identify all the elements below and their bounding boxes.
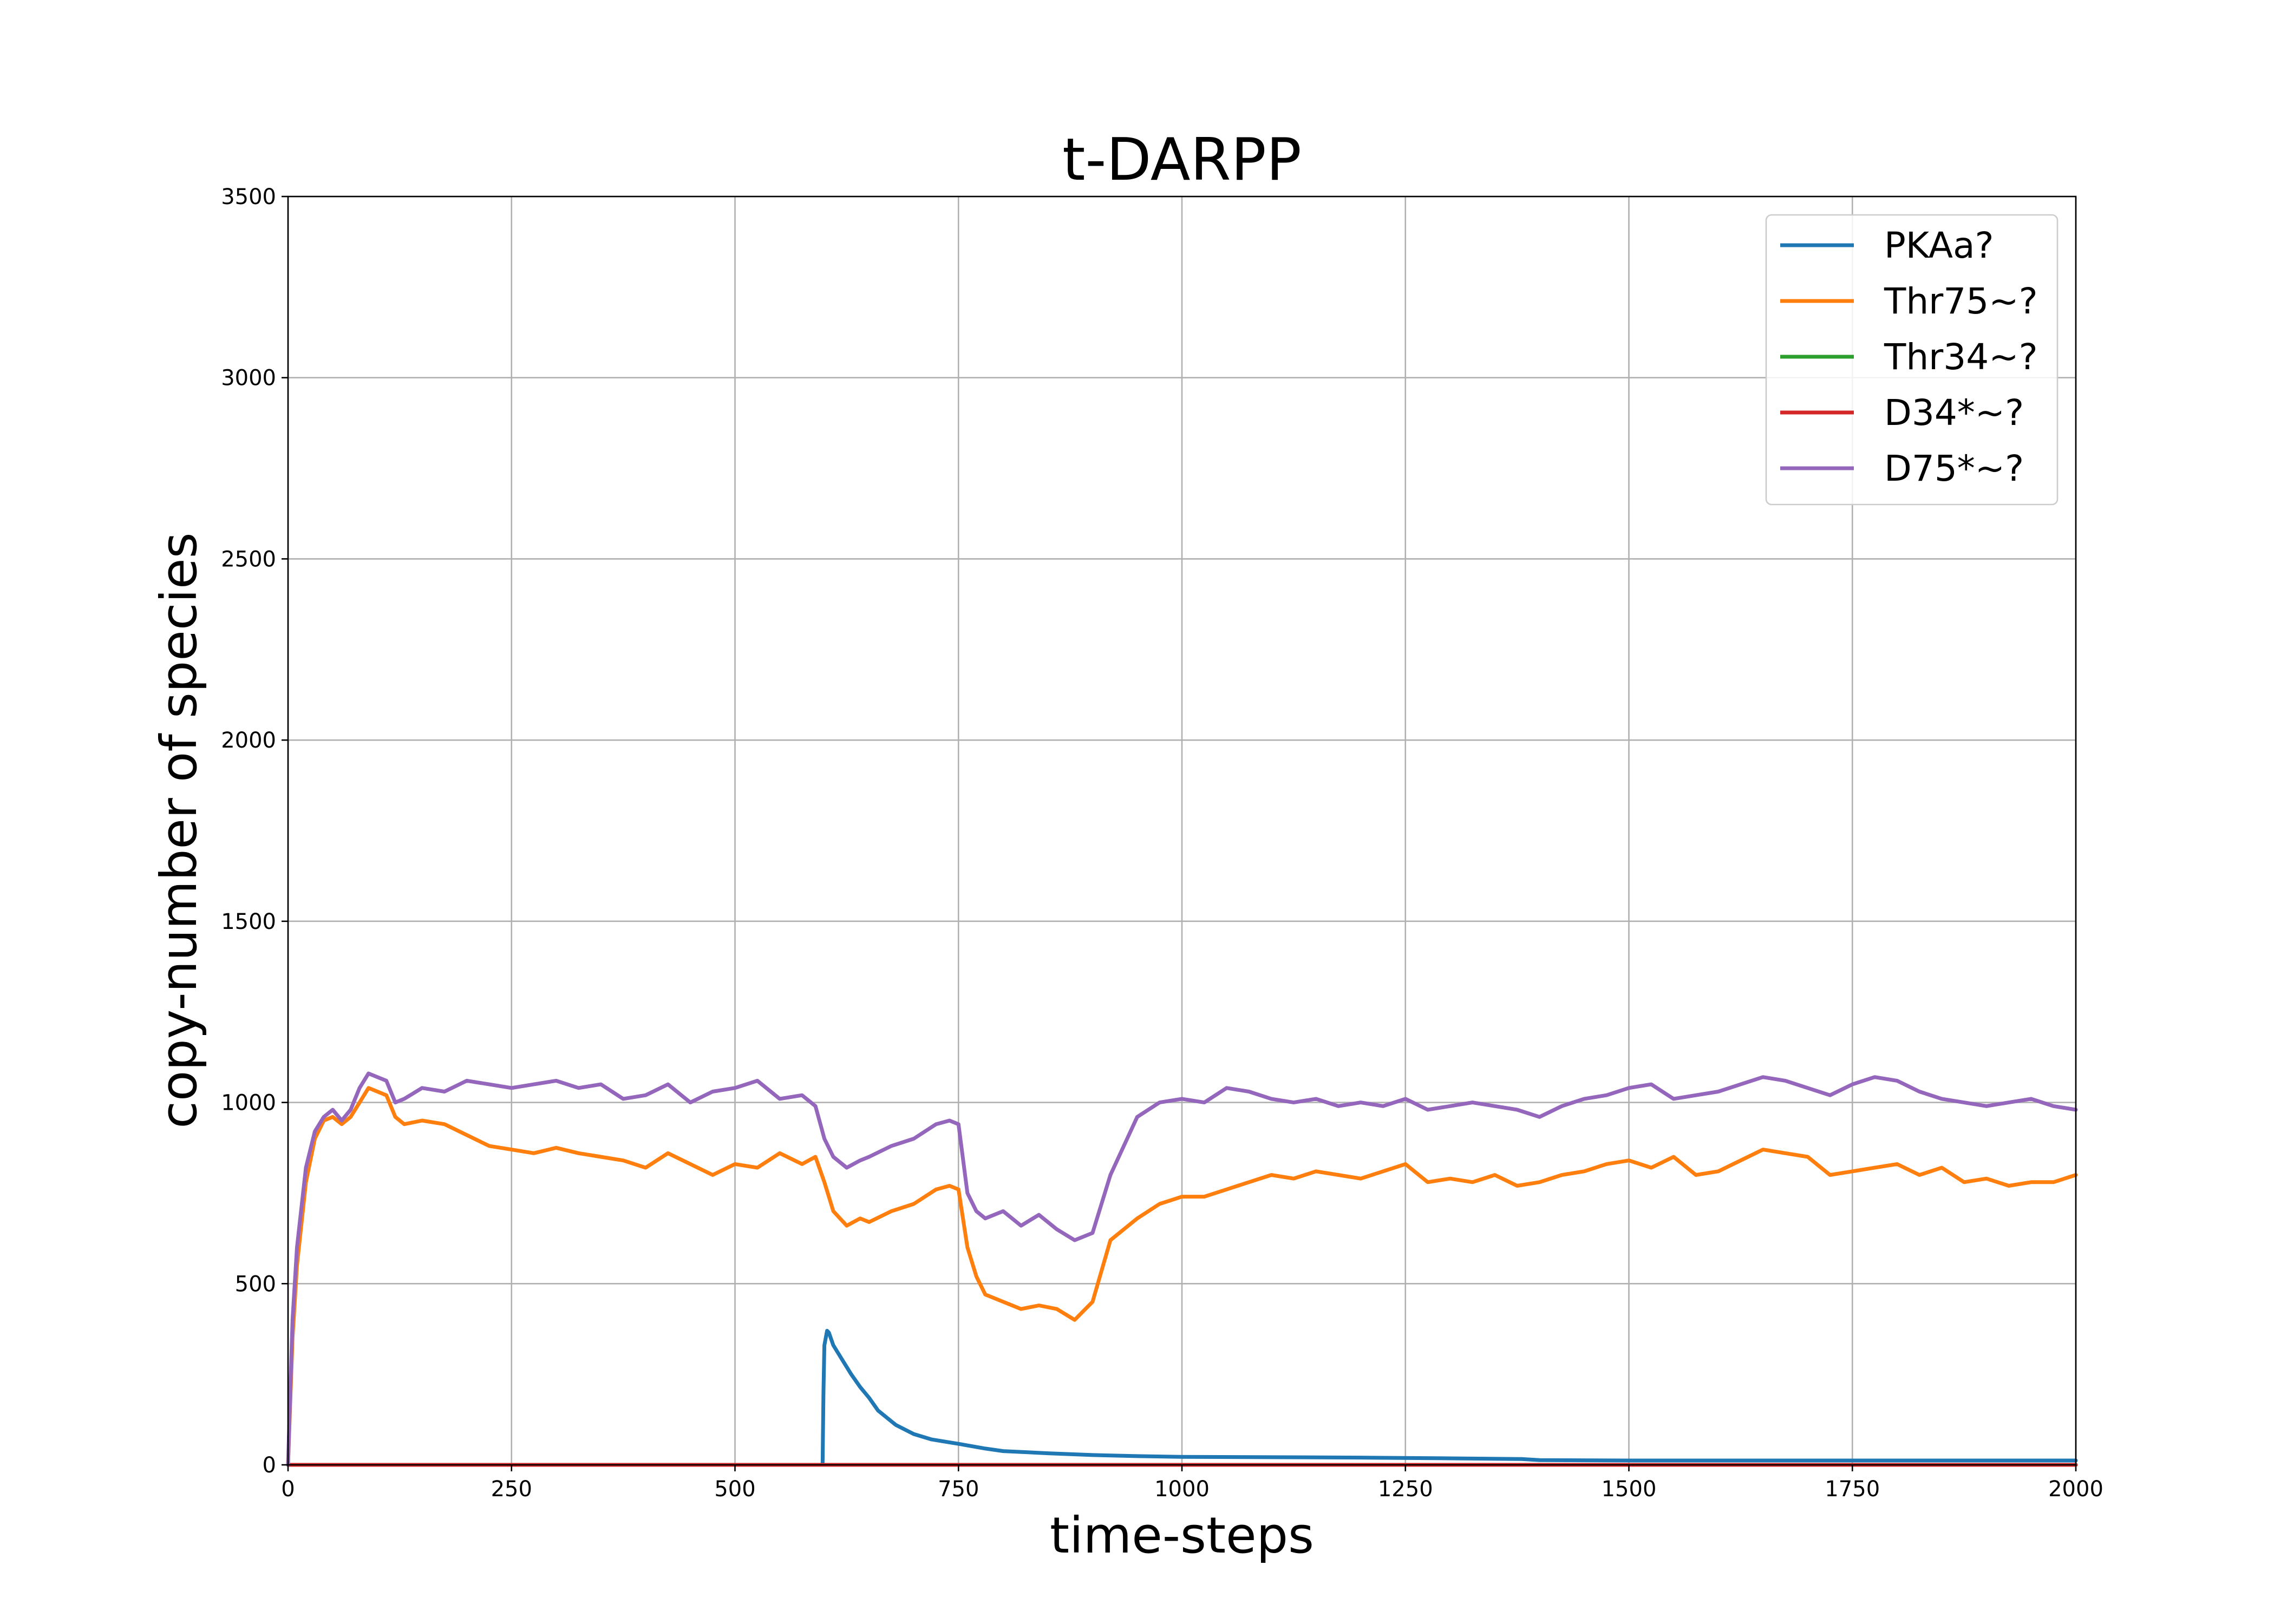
y-tick-label: 3500 (221, 185, 276, 209)
legend: PKAa? Thr75~? Thr34~? D34*~? D75*~? (1765, 214, 2059, 506)
y-tick-label: 3000 (221, 366, 276, 391)
legend-label: Thr75~? (1884, 280, 2038, 322)
x-tick-label: 500 (714, 1477, 755, 1502)
y-tick-label: 2500 (221, 547, 276, 572)
y-axis-label: copy-number of species (150, 532, 208, 1128)
y-tick-label: 1000 (221, 1091, 276, 1116)
y-tick-label: 1500 (221, 909, 276, 934)
x-tick-label: 750 (938, 1477, 979, 1502)
chart-title: t-DARPP (1062, 126, 1302, 194)
legend-label: Thr34~? (1884, 336, 2038, 378)
legend-label: PKAa? (1884, 225, 1994, 266)
y-tick-label: 2000 (221, 728, 276, 753)
x-tick-label: 1750 (1825, 1477, 1880, 1502)
x-axis-label: time-steps (1050, 1507, 1314, 1564)
y-tick-label: 0 (263, 1453, 276, 1478)
x-tick-label: 1500 (1602, 1477, 1657, 1502)
series-line-thr75 (286, 1086, 2078, 1467)
x-tick-label: 1000 (1154, 1477, 1210, 1502)
legend-label: D34*~? (1884, 392, 2024, 434)
y-tick-label: 500 (235, 1272, 276, 1296)
x-tick-label: 1250 (1378, 1477, 1433, 1502)
x-tick-label: 0 (281, 1477, 295, 1502)
series-line-pkaa (286, 1328, 2078, 1467)
legend-box (1765, 214, 2059, 506)
series-line-d75 (286, 1071, 2078, 1467)
x-tick-label: 250 (491, 1477, 532, 1502)
legend-label: D75*~? (1884, 448, 2024, 489)
x-tick-label: 2000 (2048, 1477, 2103, 1502)
axis-ticks: 0 250 500 750 1000 1250 1500 1750 2000 0 500 1000 15… (221, 185, 2103, 1502)
